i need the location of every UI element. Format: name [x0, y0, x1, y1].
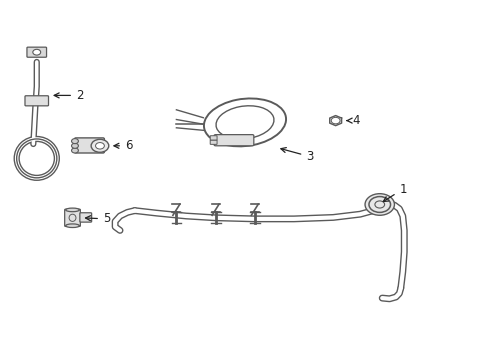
- Ellipse shape: [66, 224, 79, 228]
- Text: 4: 4: [347, 114, 360, 127]
- Circle shape: [96, 143, 104, 149]
- Ellipse shape: [66, 208, 79, 212]
- Text: 3: 3: [281, 148, 314, 163]
- FancyBboxPatch shape: [210, 140, 217, 144]
- Circle shape: [331, 117, 340, 124]
- Circle shape: [33, 49, 41, 55]
- Circle shape: [72, 148, 78, 153]
- FancyBboxPatch shape: [210, 136, 217, 140]
- Polygon shape: [330, 116, 342, 126]
- FancyBboxPatch shape: [27, 47, 47, 57]
- FancyBboxPatch shape: [214, 135, 254, 146]
- FancyBboxPatch shape: [25, 96, 49, 106]
- Circle shape: [72, 139, 78, 144]
- Text: 5: 5: [86, 212, 110, 225]
- FancyBboxPatch shape: [74, 138, 104, 153]
- Text: 6: 6: [114, 139, 132, 152]
- Text: 2: 2: [54, 89, 83, 102]
- FancyBboxPatch shape: [80, 213, 92, 222]
- Circle shape: [91, 139, 109, 152]
- Text: 1: 1: [383, 183, 407, 202]
- FancyBboxPatch shape: [65, 209, 80, 226]
- Circle shape: [72, 143, 78, 148]
- Circle shape: [365, 194, 394, 215]
